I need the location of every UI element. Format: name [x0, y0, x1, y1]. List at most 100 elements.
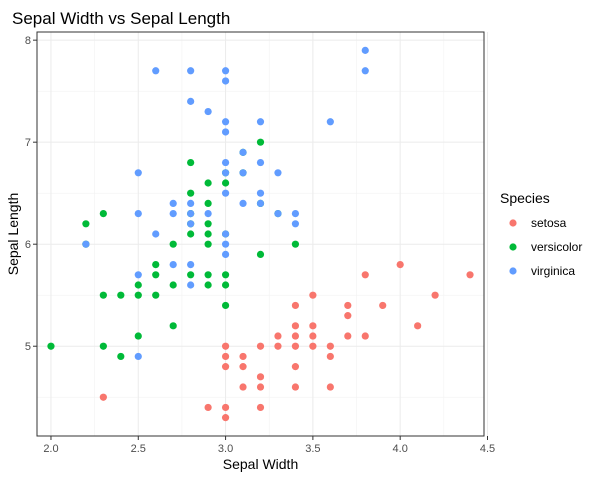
point-versicolor: [221, 179, 230, 187]
point-setosa: [256, 373, 265, 381]
point-setosa: [221, 342, 230, 350]
x-axis-label: Sepal Width: [223, 456, 298, 472]
point-virginica: [221, 118, 230, 126]
point-virginica: [221, 128, 230, 136]
point-virginica: [187, 281, 195, 289]
point-setosa: [344, 312, 352, 320]
point-versicolor: [187, 271, 195, 279]
point-setosa: [379, 301, 387, 310]
point-virginica: [239, 169, 247, 177]
point-setosa: [291, 301, 300, 310]
legend: Species setosa versicolor virginica: [500, 190, 582, 278]
x-tick-label: 4.0: [393, 443, 408, 455]
legend-title: Species: [500, 190, 550, 206]
point-versicolor: [204, 179, 212, 187]
point-virginica: [152, 230, 160, 238]
point-versicolor: [117, 352, 125, 361]
point-versicolor: [204, 220, 212, 228]
point-setosa: [309, 322, 317, 330]
x-tick-label: 3.5: [305, 443, 320, 455]
point-virginica: [187, 67, 195, 75]
point-virginica: [274, 169, 282, 177]
point-virginica: [169, 261, 177, 269]
point-setosa: [414, 322, 422, 330]
chart-title: Sepal Width vs Sepal Length: [12, 9, 230, 28]
point-versicolor: [117, 291, 125, 299]
point-versicolor: [152, 261, 160, 269]
point-virginica: [221, 240, 230, 248]
point-setosa: [291, 363, 300, 371]
point-versicolor: [187, 189, 195, 197]
point-setosa: [344, 332, 352, 340]
point-setosa: [291, 322, 300, 330]
legend-key-setosa: [509, 219, 517, 227]
point-versicolor: [99, 209, 107, 218]
y-tick-label: 6: [25, 239, 31, 251]
point-versicolor: [204, 271, 212, 279]
point-versicolor: [291, 240, 300, 248]
point-versicolor: [169, 281, 177, 289]
point-virginica: [291, 209, 300, 218]
point-virginica: [187, 209, 195, 218]
y-tick-label: 7: [25, 137, 31, 149]
point-virginica: [256, 158, 265, 167]
point-virginica: [204, 209, 212, 218]
point-setosa: [466, 271, 474, 279]
point-virginica: [361, 67, 369, 75]
point-versicolor: [47, 342, 55, 350]
point-virginica: [187, 220, 195, 228]
point-versicolor: [134, 281, 142, 289]
point-setosa: [291, 342, 300, 350]
point-versicolor: [134, 332, 142, 340]
point-versicolor: [221, 281, 230, 289]
point-versicolor: [169, 322, 177, 330]
point-virginica: [187, 97, 195, 105]
axis-ticks: 2.0 2.5 3.0 3.5 4.0 4.5 5 6 7 8: [25, 35, 495, 455]
plot-panel-border: [36, 31, 485, 437]
point-versicolor: [99, 342, 107, 350]
legend-label-virginica: virginica: [531, 264, 575, 278]
point-virginica: [221, 169, 230, 177]
point-virginica: [256, 199, 265, 207]
point-versicolor: [152, 291, 160, 299]
y-axis-label: Sepal Length: [5, 193, 21, 276]
x-tick-label: 2.5: [131, 443, 146, 455]
x-tick-label: 4.5: [480, 443, 495, 455]
point-versicolor: [204, 240, 212, 248]
point-virginica: [221, 189, 230, 197]
point-virginica: [221, 158, 230, 167]
point-versicolor: [256, 250, 265, 259]
point-virginica: [134, 209, 142, 218]
point-setosa: [309, 332, 317, 340]
point-virginica: [134, 352, 142, 361]
y-tick-label: 8: [25, 35, 31, 47]
point-virginica: [326, 118, 334, 126]
point-setosa: [221, 363, 230, 371]
point-setosa: [361, 332, 369, 340]
point-virginica: [187, 199, 195, 207]
point-virginica: [187, 261, 195, 269]
point-virginica: [274, 209, 282, 218]
point-versicolor: [204, 230, 212, 238]
legend-key-virginica: [509, 267, 517, 275]
point-versicolor: [99, 291, 107, 299]
point-virginica: [256, 118, 265, 126]
legend-label-versicolor: versicolor: [531, 240, 582, 254]
point-virginica: [169, 209, 177, 218]
point-setosa: [239, 363, 247, 371]
point-setosa: [239, 352, 247, 361]
point-setosa: [309, 291, 317, 299]
point-setosa: [221, 414, 230, 422]
point-setosa: [326, 352, 334, 361]
point-setosa: [291, 383, 300, 391]
point-setosa: [221, 403, 230, 412]
point-versicolor: [204, 281, 212, 289]
point-setosa: [326, 383, 334, 391]
point-versicolor: [134, 291, 142, 299]
x-tick-label: 3.0: [218, 443, 233, 455]
point-versicolor: [187, 158, 195, 167]
point-setosa: [396, 261, 404, 269]
point-virginica: [169, 199, 177, 207]
point-setosa: [291, 332, 300, 340]
